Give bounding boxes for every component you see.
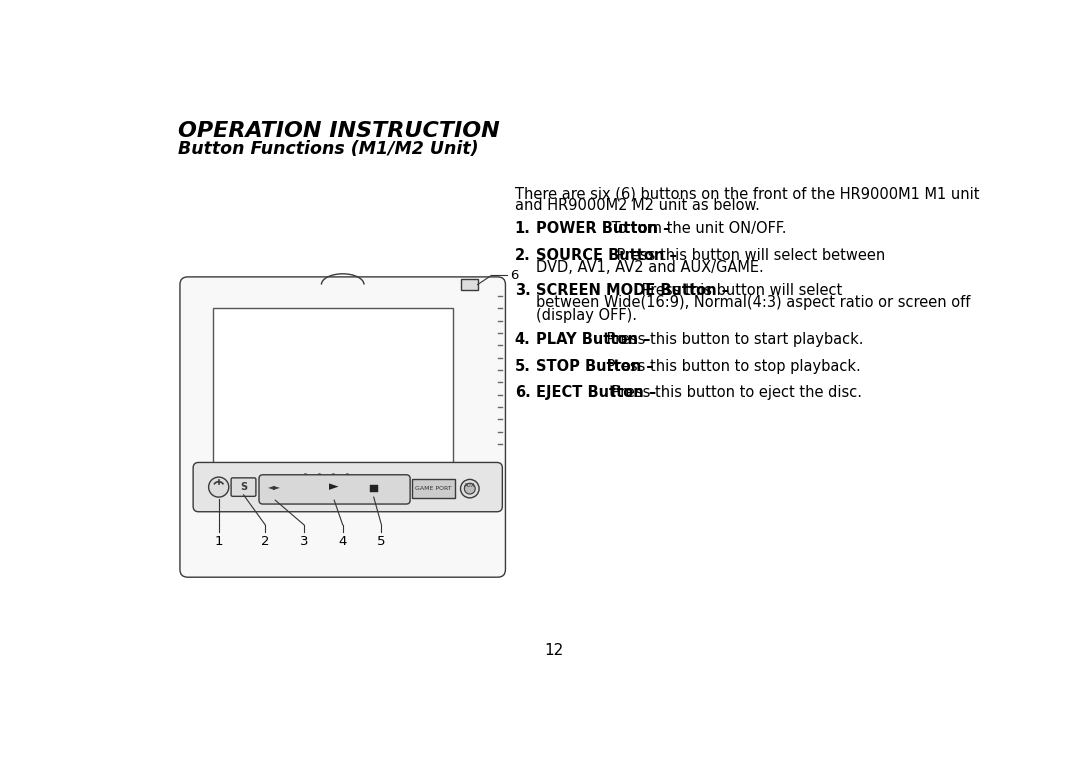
Circle shape (208, 477, 229, 497)
Bar (413, 479, 455, 498)
Text: Press this button to start playback.: Press this button to start playback. (602, 333, 863, 347)
Text: 3.: 3. (515, 283, 530, 298)
Text: 2: 2 (261, 535, 269, 548)
Text: Press this button to stop playback.: Press this button to stop playback. (602, 358, 861, 374)
Text: PLAY Button –: PLAY Button – (537, 333, 651, 347)
Bar (369, 485, 378, 492)
Text: Press this button will select: Press this button will select (636, 283, 841, 298)
FancyBboxPatch shape (231, 478, 256, 496)
Text: There are six (6) buttons on the front of the HR9000M1 M1 unit: There are six (6) buttons on the front o… (515, 186, 980, 201)
Text: DVD, AV1, AV2 and AUX/GAME.: DVD, AV1, AV2 and AUX/GAME. (537, 260, 765, 275)
Text: 5.: 5. (515, 358, 530, 374)
Text: AUX: AUX (464, 483, 475, 488)
Text: Button Functions (M1/M2 Unit): Button Functions (M1/M2 Unit) (177, 140, 478, 158)
Text: STOP Button –: STOP Button – (537, 358, 654, 374)
FancyBboxPatch shape (193, 463, 502, 511)
Text: between Wide(16:9), Normal(4:3) aspect ratio or screen off: between Wide(16:9), Normal(4:3) aspect r… (537, 295, 971, 310)
Text: and HR9000M2 M2 unit as below.: and HR9000M2 M2 unit as below. (515, 199, 759, 213)
Text: OPERATION INSTRUCTION: OPERATION INSTRUCTION (177, 121, 499, 142)
Circle shape (332, 473, 335, 477)
Text: SOURCE Button –: SOURCE Button – (537, 247, 677, 263)
Text: ◄►: ◄► (268, 482, 281, 491)
Bar (460, 279, 477, 290)
Text: 1.: 1. (515, 221, 530, 237)
Text: GAME PORT: GAME PORT (415, 486, 451, 491)
Circle shape (303, 473, 308, 477)
Text: 5: 5 (377, 535, 386, 548)
Circle shape (318, 473, 322, 477)
Text: SCREEN MODE Button –: SCREEN MODE Button – (537, 283, 729, 298)
Text: 6.: 6. (515, 385, 530, 400)
Text: EJECT Button –: EJECT Button – (537, 385, 657, 400)
Text: Press this button will select between: Press this button will select between (611, 247, 885, 263)
Text: Press this button to eject the disc.: Press this button to eject the disc. (607, 385, 862, 400)
Text: 1: 1 (215, 535, 222, 548)
Text: S: S (240, 482, 247, 492)
Circle shape (464, 483, 475, 494)
Circle shape (346, 473, 349, 477)
Text: POWER Button –: POWER Button – (537, 221, 671, 237)
Text: 12: 12 (544, 643, 563, 658)
Text: 2.: 2. (515, 247, 530, 263)
Text: 3: 3 (300, 535, 308, 548)
Circle shape (460, 479, 480, 498)
Bar (213, 307, 453, 473)
Text: 6: 6 (510, 269, 518, 282)
FancyBboxPatch shape (259, 475, 410, 504)
FancyBboxPatch shape (180, 277, 505, 577)
Text: To turn the unit ON/OFF.: To turn the unit ON/OFF. (607, 221, 786, 237)
Text: (display OFF).: (display OFF). (537, 307, 637, 323)
Text: 4: 4 (338, 535, 347, 548)
Text: 4.: 4. (515, 333, 530, 347)
Text: ►: ► (329, 480, 339, 493)
